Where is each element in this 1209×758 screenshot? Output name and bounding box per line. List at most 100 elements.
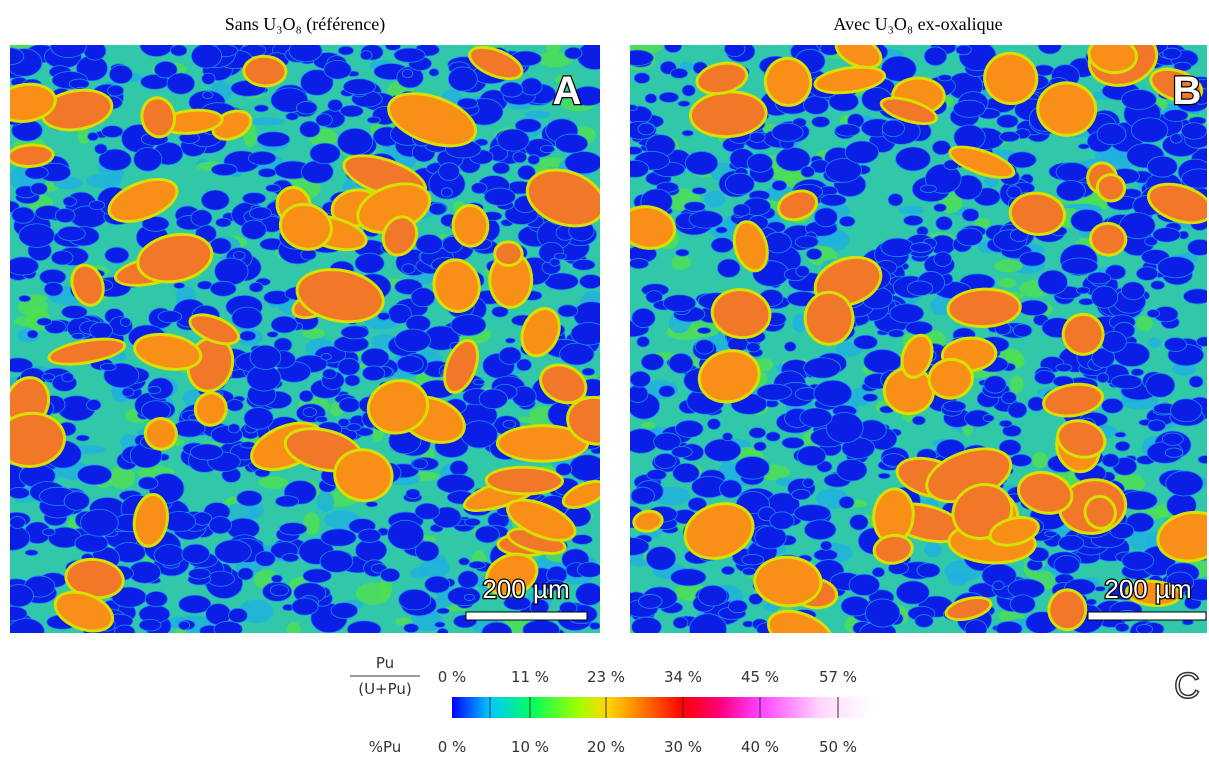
grain (805, 248, 823, 260)
pu-rich-zone (191, 316, 238, 343)
panel-letter: B (1173, 69, 1202, 113)
grain (992, 580, 1005, 591)
grain (1161, 432, 1184, 446)
grain (190, 443, 224, 461)
scale-bar (465, 611, 588, 621)
pu-rich-zone (1045, 385, 1101, 415)
grain (630, 537, 650, 556)
grain (214, 257, 249, 286)
grain (630, 49, 654, 66)
grain (401, 68, 414, 79)
grain (108, 64, 133, 85)
pu-rich-zone (766, 59, 810, 104)
grain (10, 256, 40, 276)
grain (119, 317, 132, 327)
grain (360, 347, 390, 368)
grain (1146, 309, 1160, 319)
grain (1037, 45, 1062, 55)
grain (512, 151, 528, 164)
grain (496, 128, 530, 152)
grain (270, 315, 298, 334)
green-zone (302, 328, 326, 339)
grain (688, 210, 724, 229)
grain (337, 45, 354, 56)
grain (30, 182, 48, 196)
grain (1100, 330, 1127, 353)
pu-rich-zone (196, 394, 225, 424)
grain (10, 525, 31, 551)
grain (1114, 440, 1131, 452)
grain (664, 45, 683, 53)
grain (71, 332, 85, 340)
grain (710, 237, 734, 254)
grain (366, 116, 381, 124)
colorbar-ticks (489, 697, 839, 718)
grain (539, 144, 556, 154)
grain (658, 91, 680, 103)
pu-rich-zone (837, 45, 880, 67)
grain (933, 203, 947, 213)
green-zone (555, 74, 575, 86)
grain (300, 69, 334, 96)
pu-rich-zone (542, 366, 585, 402)
grain (89, 321, 113, 340)
grain (589, 621, 600, 630)
pu-rich-zone (1039, 84, 1095, 134)
grain (253, 104, 269, 113)
grain (1096, 123, 1127, 146)
green-zone (924, 541, 942, 558)
pu-rich-zone (488, 555, 536, 594)
colorbar-top-label: 23 % (587, 668, 625, 686)
grain (527, 154, 541, 165)
grain (681, 129, 694, 137)
pu-rich-zone (875, 536, 911, 562)
grain (190, 209, 213, 227)
pu-rich-zone (991, 518, 1037, 544)
grain (916, 562, 941, 578)
grain (579, 274, 600, 290)
grain (10, 486, 30, 500)
grain (1055, 180, 1086, 202)
pu-rich-zone (56, 593, 112, 630)
grain (464, 517, 481, 527)
grain (492, 161, 511, 175)
grain (516, 358, 532, 372)
pu-rich-zone (569, 398, 600, 443)
grain (86, 399, 102, 411)
grain (209, 280, 237, 297)
grain (653, 453, 677, 469)
grain (87, 131, 99, 142)
grain (771, 180, 788, 192)
green-zone (641, 421, 656, 430)
panel-title: Avec U₃O₈ ex-oxalique (833, 14, 1002, 34)
pu-rich-zone (882, 99, 935, 123)
pu-rich-zone (73, 266, 102, 304)
grain (707, 418, 721, 430)
pu-rich-zone (951, 148, 1013, 177)
pu-rich-zone (491, 254, 531, 306)
grain (75, 434, 90, 442)
grain (173, 282, 186, 290)
grain (428, 68, 440, 77)
green-zone (671, 255, 691, 270)
grain (630, 428, 659, 454)
grain (783, 341, 797, 352)
grain (440, 187, 453, 198)
grain (1115, 622, 1130, 633)
grain (557, 304, 579, 318)
grain (863, 349, 902, 374)
grain (188, 567, 211, 580)
grain (672, 462, 700, 484)
green-zone (524, 110, 551, 119)
grain (300, 160, 334, 184)
grain (848, 573, 881, 596)
pu-rich-zone (806, 293, 852, 343)
grain (271, 574, 283, 583)
grain (208, 516, 232, 535)
grain (630, 258, 649, 270)
grain (265, 184, 281, 193)
grain (1077, 143, 1090, 150)
grain (1085, 598, 1098, 606)
grain (438, 162, 460, 181)
grain (166, 72, 196, 95)
